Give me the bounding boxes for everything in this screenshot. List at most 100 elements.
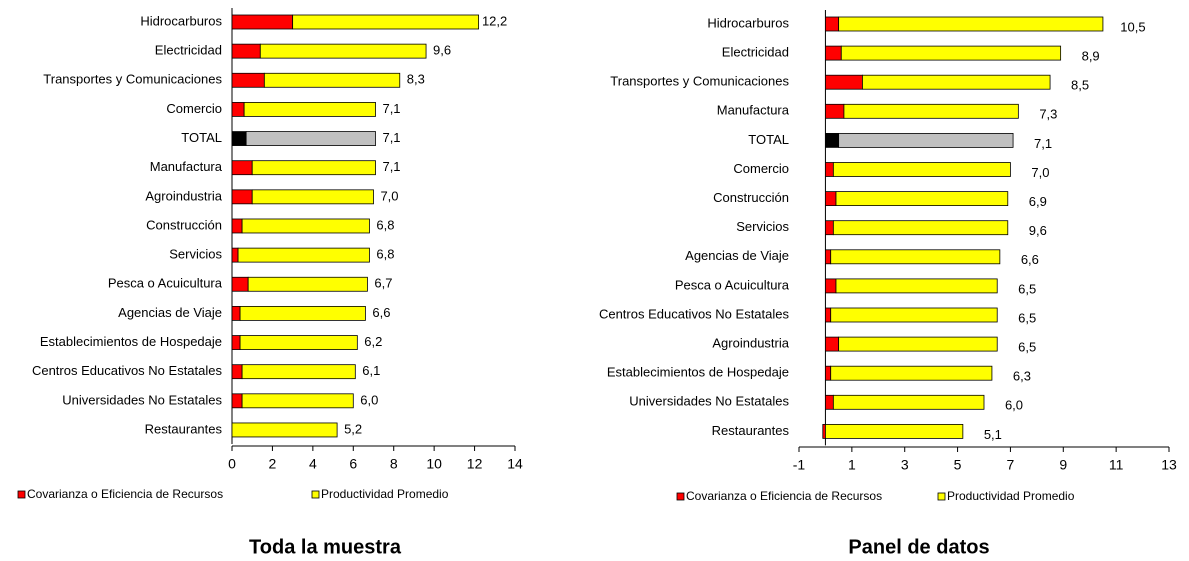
category-label: Establecimientos de Hospedaje xyxy=(607,365,789,380)
chart-title: Panel de datos xyxy=(848,536,989,558)
bar-segment xyxy=(835,278,998,294)
bar-segment xyxy=(835,191,1009,207)
x-tick-label: 0 xyxy=(228,456,236,472)
category-label: Construcción xyxy=(146,217,222,232)
x-tick-label: 6 xyxy=(349,456,357,472)
category-label: Manufactura xyxy=(150,159,223,174)
category-label: Universidades No Estatales xyxy=(629,394,789,409)
category-label: Restaurantes xyxy=(712,423,790,438)
bar-segment xyxy=(231,131,247,146)
bar-segment xyxy=(231,43,261,59)
value-label: 6,5 xyxy=(1018,310,1036,325)
bar-segment xyxy=(825,307,832,323)
category-label: Comercio xyxy=(733,161,789,176)
bar-segment xyxy=(231,189,253,205)
category-label: Electricidad xyxy=(155,43,222,58)
value-label: 6,0 xyxy=(360,392,378,407)
value-label: 8,5 xyxy=(1071,78,1089,93)
bar-segment xyxy=(825,74,863,90)
value-label: 6,3 xyxy=(1013,369,1031,384)
value-label: 12,2 xyxy=(482,13,507,28)
bar-segment xyxy=(825,45,842,61)
category-label: Servicios xyxy=(736,219,789,234)
value-label: 10,5 xyxy=(1120,19,1145,34)
bar-segment xyxy=(830,249,1001,265)
bar-segment xyxy=(245,131,376,146)
bar-segment xyxy=(231,364,243,380)
bar-segment xyxy=(247,276,368,292)
value-label: 5,1 xyxy=(984,427,1002,442)
category-label: Agroindustria xyxy=(712,336,789,351)
bar-segment xyxy=(239,305,366,321)
value-label: 6,0 xyxy=(1005,398,1023,413)
value-label: 8,3 xyxy=(407,72,425,87)
bar-segment xyxy=(241,393,354,409)
bar-segment xyxy=(825,365,832,381)
value-label: 6,9 xyxy=(1029,194,1047,209)
value-label: 8,9 xyxy=(1082,49,1100,64)
value-label: 6,5 xyxy=(1018,340,1036,355)
bar-segment xyxy=(259,43,427,59)
bar-segment xyxy=(825,191,837,207)
bar-segment xyxy=(830,365,993,381)
x-tick-label: 11 xyxy=(1109,457,1124,473)
bar-segment xyxy=(231,247,239,263)
bar-segment xyxy=(239,335,358,350)
value-label: 6,1 xyxy=(362,363,380,378)
category-label: Agencias de Viaje xyxy=(118,305,222,320)
category-label: Manufactura xyxy=(717,103,790,118)
value-label: 6,2 xyxy=(364,334,382,349)
bar-segment xyxy=(832,220,1009,236)
bar-segment xyxy=(825,16,840,32)
bar-segment xyxy=(830,307,998,323)
bar-segment xyxy=(825,249,832,265)
value-label: 6,8 xyxy=(376,217,394,232)
category-label: Centros Educativos No Estatales xyxy=(32,363,223,378)
x-tick-label: 9 xyxy=(1059,457,1067,473)
bar-segment xyxy=(838,16,1104,32)
bar-segment xyxy=(832,394,985,410)
x-tick-label: 14 xyxy=(507,456,523,472)
bar-segment xyxy=(825,336,840,352)
bar-segment xyxy=(825,132,840,148)
x-tick-label: -1 xyxy=(793,457,806,473)
x-tick-label: 12 xyxy=(467,456,483,472)
value-label: 7,1 xyxy=(382,130,400,145)
value-label: 6,6 xyxy=(372,305,390,320)
value-label: 7,0 xyxy=(1031,165,1049,180)
category-label: Agencias de Viaje xyxy=(685,248,789,263)
bar-segment xyxy=(263,72,401,88)
bar-segment xyxy=(241,364,356,380)
category-label: Agroindustria xyxy=(145,188,222,203)
bar-segment xyxy=(231,72,265,88)
bar-segment xyxy=(231,14,294,30)
x-tick-label: 5 xyxy=(954,457,962,473)
value-label: 6,7 xyxy=(374,276,392,291)
bar-segment xyxy=(251,160,376,176)
bar-segment xyxy=(292,14,480,30)
category-label: Servicios xyxy=(169,247,222,262)
value-label: 6,6 xyxy=(1021,252,1039,267)
category-label: Transportes y Comunicaciones xyxy=(610,74,789,89)
bar-segment xyxy=(231,393,243,409)
x-tick-label: 2 xyxy=(269,456,277,472)
legend-label: Productividad Promedio xyxy=(321,487,449,501)
category-label: Pesca o Acuicultura xyxy=(675,277,790,292)
category-label: TOTAL xyxy=(181,130,222,145)
legend-swatch xyxy=(17,490,26,499)
bar-segment xyxy=(840,45,1062,61)
bar-segment xyxy=(243,102,376,117)
bar-segment xyxy=(231,160,253,176)
category-label: TOTAL xyxy=(748,132,789,147)
value-label: 7,1 xyxy=(382,101,400,116)
category-label: Restaurantes xyxy=(145,421,223,436)
bar-segment xyxy=(825,278,837,294)
category-label: Construcción xyxy=(713,190,789,205)
category-label: Comercio xyxy=(166,101,222,116)
value-label: 6,8 xyxy=(376,247,394,262)
bar-segment xyxy=(825,394,834,410)
chart-title: Toda la muestra xyxy=(249,536,402,558)
category-label: Centros Educativos No Estatales xyxy=(599,306,790,321)
category-label: Transportes y Comunicaciones xyxy=(43,72,222,87)
